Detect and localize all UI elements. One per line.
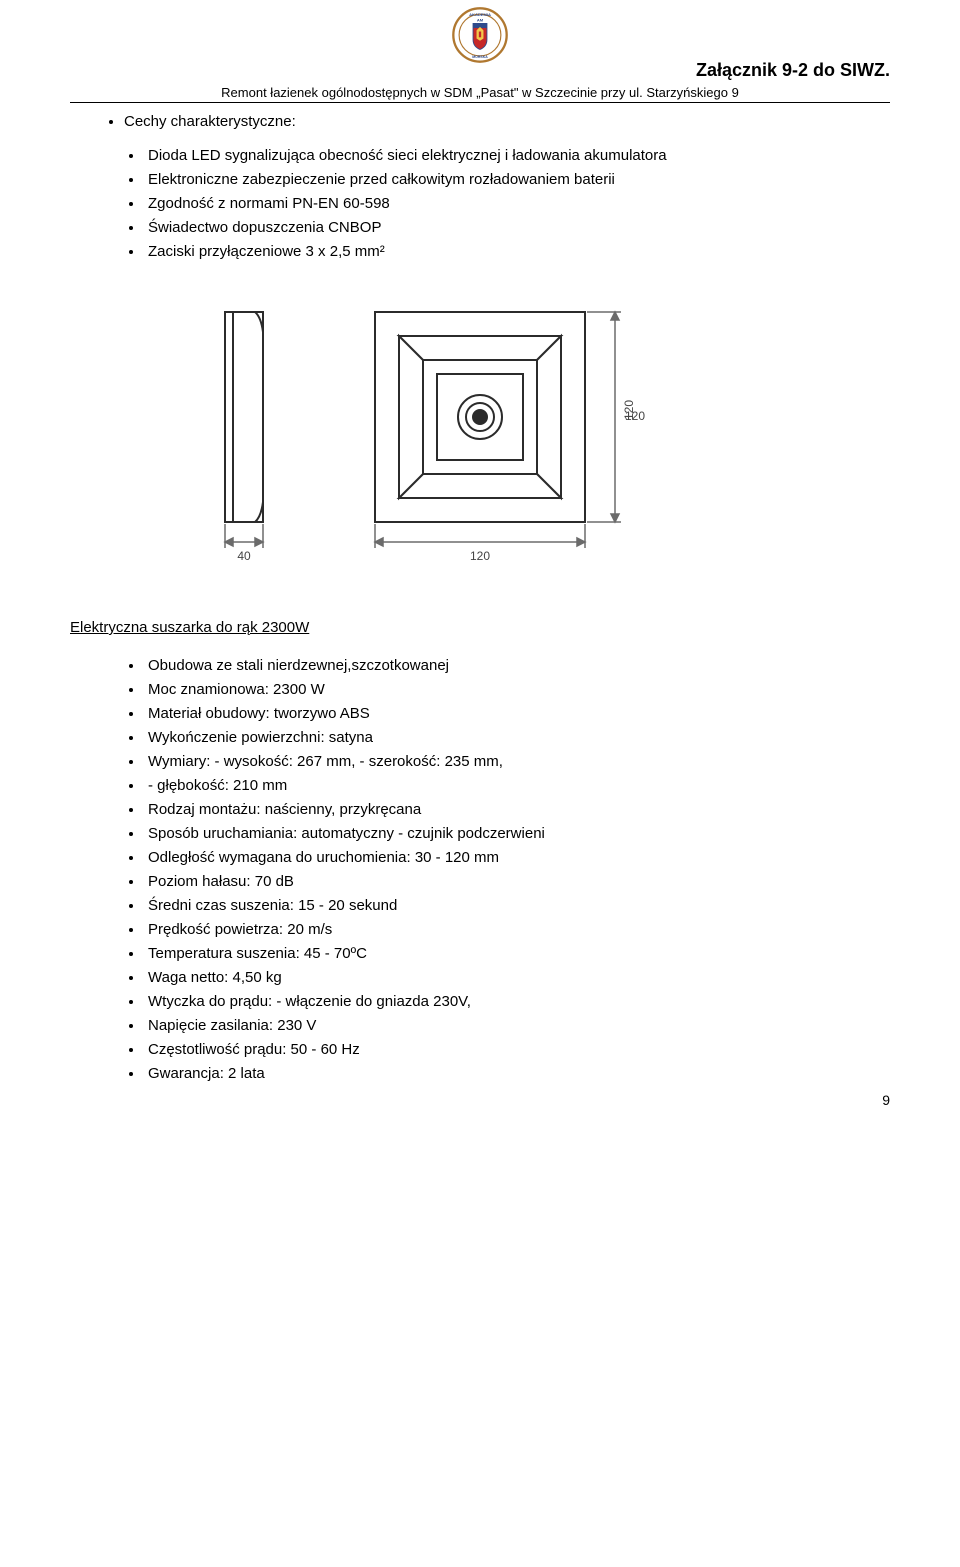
page-number: 9 — [882, 1092, 890, 1108]
feature-item: Zaciski przyłączeniowe 3 x 2,5 mm² — [144, 240, 890, 264]
spec-item: Moc znamionowa: 2300 W — [144, 678, 890, 702]
subheader: Remont łazienek ogólnodostępnych w SDM „… — [70, 85, 890, 103]
spec-item: Wykończenie powierzchni: satyna — [144, 726, 890, 750]
svg-text:120: 120 — [470, 549, 490, 563]
svg-text:AKADEMIA: AKADEMIA — [469, 12, 491, 17]
features-list: Dioda LED sygnalizująca obecność sieci e… — [70, 144, 890, 264]
spec-item: Waga netto: 4,50 kg — [144, 966, 890, 990]
technical-drawing: 40 120 — [70, 292, 890, 597]
section-cechy-label: Cechy charakterystyczne: — [124, 113, 296, 130]
spec-item: - głębokość: 210 mm — [144, 774, 890, 798]
logo: AKADEMIA MORSKA AM — [451, 6, 509, 69]
dimension-figure-icon: 40 120 — [185, 292, 775, 592]
spec-item: Obudowa ze stali nierdzewnej,szczotkowan… — [144, 654, 890, 678]
section-cechy-wrapper: Cechy charakterystyczne: — [70, 113, 890, 130]
spec-item: Gwarancja: 2 lata — [144, 1062, 890, 1086]
spec-item: Wymiary: - wysokość: 267 mm, - szerokość… — [144, 750, 890, 774]
spec-item: Wtyczka do prądu: - włączenie do gniazda… — [144, 990, 890, 1014]
spec-item: Odległość wymagana do uruchomienia: 30 -… — [144, 846, 890, 870]
svg-text:40: 40 — [237, 549, 251, 563]
feature-item: Świadectwo dopuszczenia CNBOP — [144, 216, 890, 240]
academy-crest-icon: AKADEMIA MORSKA AM — [451, 6, 509, 64]
specs-list: Obudowa ze stali nierdzewnej,szczotkowan… — [70, 654, 890, 1086]
spec-item: Materiał obudowy: tworzywo ABS — [144, 702, 890, 726]
feature-item: Zgodność z normami PN-EN 60-598 — [144, 192, 890, 216]
svg-text:AM: AM — [477, 18, 484, 23]
spec-item: Sposób uruchamiania: automatyczny - czuj… — [144, 822, 890, 846]
spec-item: Temperatura suszenia: 45 - 70ºC — [144, 942, 890, 966]
feature-item: Elektroniczne zabezpieczenie przed całko… — [144, 168, 890, 192]
specs-title: Elektryczna suszarka do rąk 2300W — [70, 619, 890, 636]
spec-item: Częstotliwość prądu: 50 - 60 Hz — [144, 1038, 890, 1062]
spec-item: Napięcie zasilania: 230 V — [144, 1014, 890, 1038]
attachment-label: Załącznik 9-2 do SIWZ. — [696, 20, 890, 81]
feature-item: Dioda LED sygnalizująca obecność sieci e… — [144, 144, 890, 168]
svg-text:120: 120 — [625, 409, 645, 423]
spec-item: Prędkość powietrza: 20 m/s — [144, 918, 890, 942]
header: AKADEMIA MORSKA AM Załącznik 9-2 do SIWZ… — [70, 20, 890, 81]
spec-item: Średni czas suszenia: 15 - 20 sekund — [144, 894, 890, 918]
svg-text:MORSKA: MORSKA — [472, 55, 488, 59]
spec-item: Poziom hałasu: 70 dB — [144, 870, 890, 894]
spec-item: Rodzaj montażu: naścienny, przykręcana — [144, 798, 890, 822]
